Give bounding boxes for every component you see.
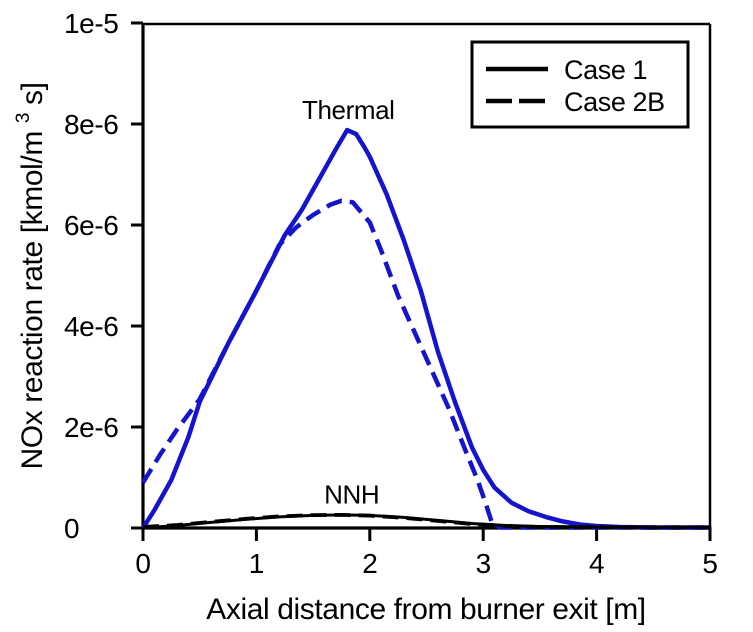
annotation-nnh: NNH	[324, 479, 379, 509]
legend-label-case-2b: Case 2B	[564, 87, 665, 117]
y-tick-label: 8e-6	[64, 109, 118, 140]
x-tick-label: 3	[476, 548, 491, 579]
legend-label-case-1: Case 1	[564, 55, 647, 85]
x-tick-label: 4	[589, 548, 604, 579]
x-tick-label: 1	[249, 548, 264, 579]
y-axis-ticks: 0 2e-6 4e-6 6e-6 8e-6 1e-5	[64, 8, 143, 544]
y-tick-label: 2e-6	[64, 412, 118, 443]
x-axis-title: Axial distance from burner exit [m]	[206, 593, 646, 626]
y-axis-title-superscript: 3	[13, 113, 34, 123]
curve-annotations: Thermal NNH	[302, 95, 395, 509]
y-tick-label: 4e-6	[64, 311, 118, 342]
y-axis-title-main: NOx reaction rate [kmol/m	[16, 131, 49, 469]
legend-frame	[470, 40, 690, 129]
x-tick-label: 5	[702, 548, 717, 579]
y-axis-title: NOx reaction rate [kmol/m 3 s]	[3, 82, 49, 469]
y-axis-title-units-end: s]	[16, 82, 49, 105]
y-tick-label: 0	[64, 513, 79, 544]
y-tick-label: 6e-6	[64, 210, 118, 241]
series-nnh-case-2b	[142, 513, 710, 530]
x-tick-label: 0	[135, 548, 150, 579]
series-thermal-case-2b	[141, 198, 710, 530]
x-tick-label: 2	[362, 548, 377, 579]
series-thermal-case-1	[141, 127, 710, 530]
annotation-thermal: Thermal	[302, 95, 395, 125]
x-axis-ticks: 0 1 2 3 4 5	[135, 528, 718, 579]
y-tick-label: 1e-5	[64, 8, 118, 39]
data-curves	[141, 127, 710, 530]
